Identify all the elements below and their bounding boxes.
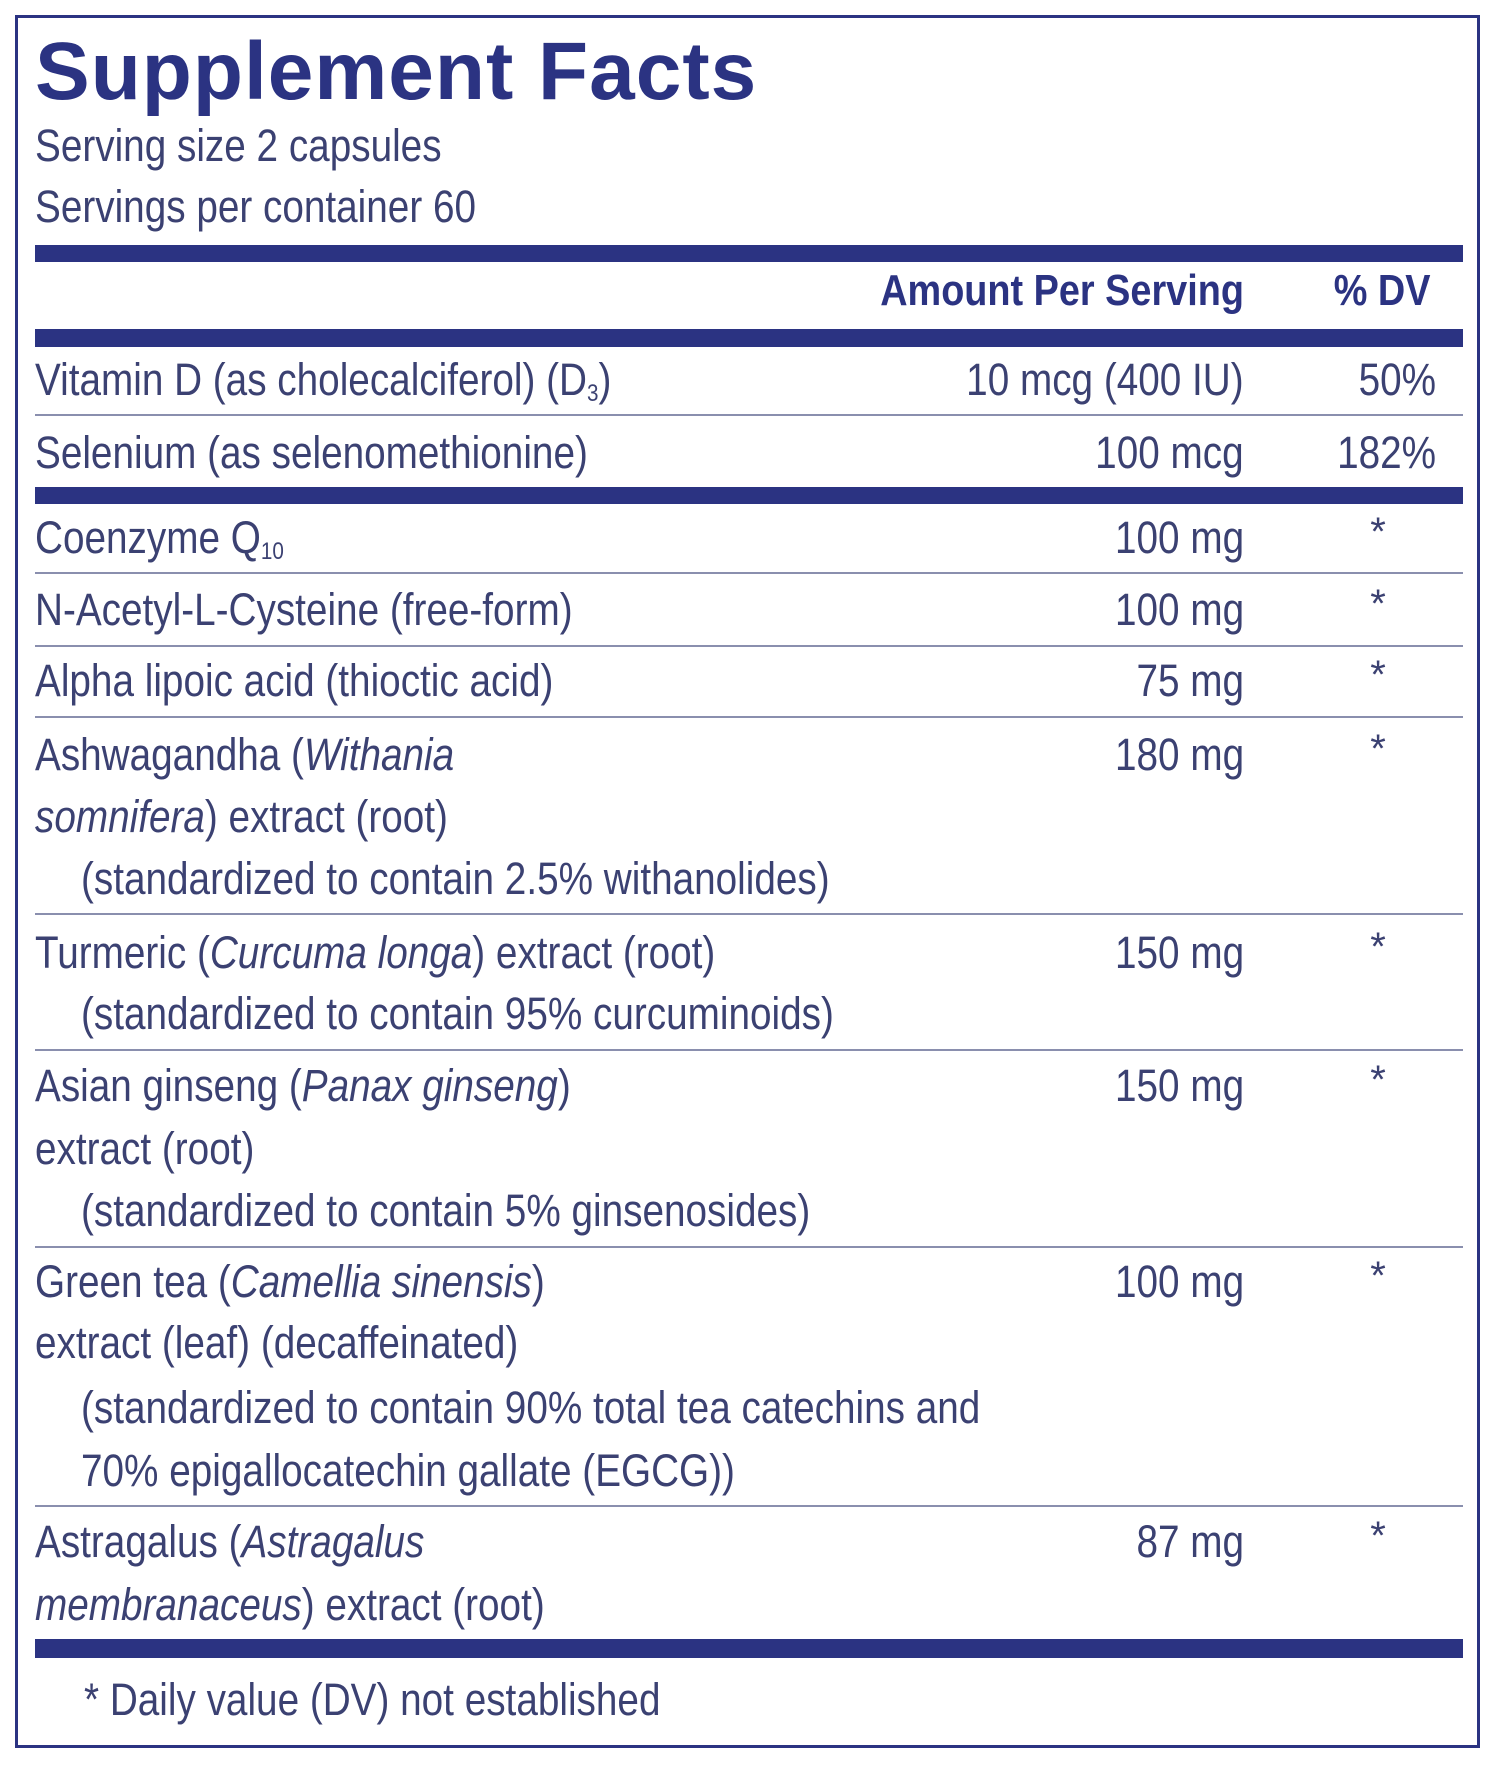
text-segment: Vitamin D (as cholecalciferol) (D <box>35 354 588 405</box>
text-segment: (standardized to contain 95% curcuminoid… <box>81 988 834 1039</box>
daily-value: * <box>1370 510 1386 554</box>
text-segment: Asian ginseng ( <box>35 1060 302 1111</box>
daily-value: * <box>1370 925 1386 969</box>
ingredient-name-line: N-Acetyl-L-Cysteine (free-form) <box>35 579 660 641</box>
text-segment: (standardized to contain 90% total tea c… <box>81 1382 981 1433</box>
amount-per-serving: 150 mg <box>1114 1060 1244 1111</box>
text-segment: N-Acetyl-L-Cysteine (free-form) <box>35 584 573 635</box>
ingredient-name-line: (standardized to contain 95% curcuminoid… <box>81 983 956 1045</box>
ingredient-name-line: Selenium (as selenomethionine) <box>35 422 678 484</box>
row-divider <box>35 716 1463 718</box>
row-divider <box>35 1505 1463 1507</box>
latin-name: Camellia sinensis <box>230 1256 532 1307</box>
daily-value: * <box>1370 1058 1386 1102</box>
thick-divider <box>35 329 1463 347</box>
daily-value: * <box>1370 1514 1386 1558</box>
text-segment: Astragalus ( <box>35 1516 242 1567</box>
row-divider <box>35 572 1463 574</box>
text-segment: ) extract (root) <box>204 791 448 842</box>
text-segment: ) extract (root) <box>472 927 716 978</box>
amount-per-serving: 10 mcg (400 IU) <box>966 354 1244 405</box>
amount-per-serving: 100 mg <box>1114 512 1244 563</box>
latin-name: Astragalus <box>241 1516 425 1567</box>
ingredient-name-line: Alpha lipoic acid (thioctic acid) <box>35 650 638 712</box>
amount-per-serving: 100 mcg <box>1095 427 1244 478</box>
daily-value: 182% <box>1337 427 1436 478</box>
ingredient-name-line: (standardized to contain 2.5% withanolid… <box>81 848 952 910</box>
ingredient-name-line: Astragalus (Astragalus <box>35 1511 488 1573</box>
ingredient-name-line: Ashwagandha (Withania <box>35 724 522 786</box>
latin-name: Curcuma longa <box>209 927 473 978</box>
thick-divider <box>35 487 1463 504</box>
row-divider <box>35 1049 1463 1051</box>
label-frame <box>15 15 1480 1748</box>
ingredient-name-line: Asian ginseng (Panax ginseng) <box>35 1055 658 1117</box>
ingredient-name-line: extract (root) <box>35 1118 290 1180</box>
latin-name: somnifera <box>35 791 205 842</box>
amount-per-serving: 75 mg <box>1136 655 1244 706</box>
latin-name: Withania <box>303 729 455 780</box>
ingredient-name-line: Green tea (Camellia sinensis) <box>35 1251 628 1313</box>
amount-per-serving: 180 mg <box>1114 729 1244 780</box>
ingredient-name-line: (standardized to contain 5% ginsenosides… <box>81 1180 929 1242</box>
ingredient-name-line: (standardized to contain 90% total tea c… <box>81 1377 1127 1439</box>
row-divider <box>35 913 1463 915</box>
amount-per-serving: 100 mg <box>1114 1256 1244 1307</box>
daily-value: * <box>1370 582 1386 626</box>
thick-divider <box>35 245 1463 262</box>
amount-per-serving: 87 mg <box>1136 1516 1244 1567</box>
latin-name: membranaceus <box>35 1579 302 1630</box>
ingredient-name-line: membranaceus) extract (root) <box>35 1574 628 1636</box>
text-segment: Alpha lipoic acid (thioctic acid) <box>35 655 554 706</box>
subscript: 10 <box>260 538 284 565</box>
text-segment: (standardized to contain 5% ginsenosides… <box>81 1185 811 1236</box>
ingredient-name-line: Vitamin D (as cholecalciferol) (D3) <box>35 349 705 411</box>
text-segment: Coenzyme Q <box>35 512 261 563</box>
daily-value: * <box>1370 1254 1386 1298</box>
ingredient-name-line: somnifera) extract (root) <box>35 786 515 848</box>
text-segment: ) <box>598 354 612 405</box>
amount-per-serving: 100 mg <box>1114 584 1244 635</box>
daily-value: 50% <box>1358 354 1436 405</box>
subscript: 3 <box>587 380 599 407</box>
amount-per-serving-header: Amount Per Serving <box>880 266 1244 315</box>
text-segment: extract (root) <box>35 1123 255 1174</box>
dv-header: % DV <box>1333 266 1430 315</box>
ingredient-name-line: 70% epigallocatechin gallate (EGCG)) <box>81 1440 841 1502</box>
servings-per-container: Servings per container 60 <box>35 181 477 232</box>
footnote: * Daily value (DV) not established <box>84 1674 661 1725</box>
text-segment: extract (leaf) (decaffeinated) <box>35 1317 519 1368</box>
daily-value: * <box>1370 727 1386 771</box>
text-segment: (standardized to contain 2.5% withanolid… <box>81 853 830 904</box>
row-divider <box>35 414 1463 416</box>
ingredient-name-line: extract (leaf) (decaffeinated) <box>35 1312 597 1374</box>
text-segment: Ashwagandha ( <box>35 729 304 780</box>
amount-per-serving: 150 mg <box>1114 927 1244 978</box>
text-segment: Selenium (as selenomethionine) <box>35 427 588 478</box>
text-segment: ) extract (root) <box>301 1579 545 1630</box>
ingredient-name-line: Turmeric (Curcuma longa) extract (root) <box>35 922 826 984</box>
text-segment: ) <box>531 1256 545 1307</box>
text-segment: ) <box>557 1060 571 1111</box>
label-title: Supplement Facts <box>35 26 758 117</box>
thick-divider <box>35 1639 1463 1658</box>
ingredient-name-line: Coenzyme Q10 <box>35 507 324 569</box>
row-divider <box>35 645 1463 647</box>
daily-value: * <box>1370 653 1386 697</box>
text-segment: Turmeric ( <box>35 927 210 978</box>
latin-name: Panax ginseng <box>301 1060 558 1111</box>
serving-size: Serving size 2 capsules <box>35 120 442 171</box>
row-divider <box>35 1246 1463 1248</box>
text-segment: 70% epigallocatechin gallate (EGCG)) <box>81 1445 735 1496</box>
text-segment: Green tea ( <box>35 1256 231 1307</box>
